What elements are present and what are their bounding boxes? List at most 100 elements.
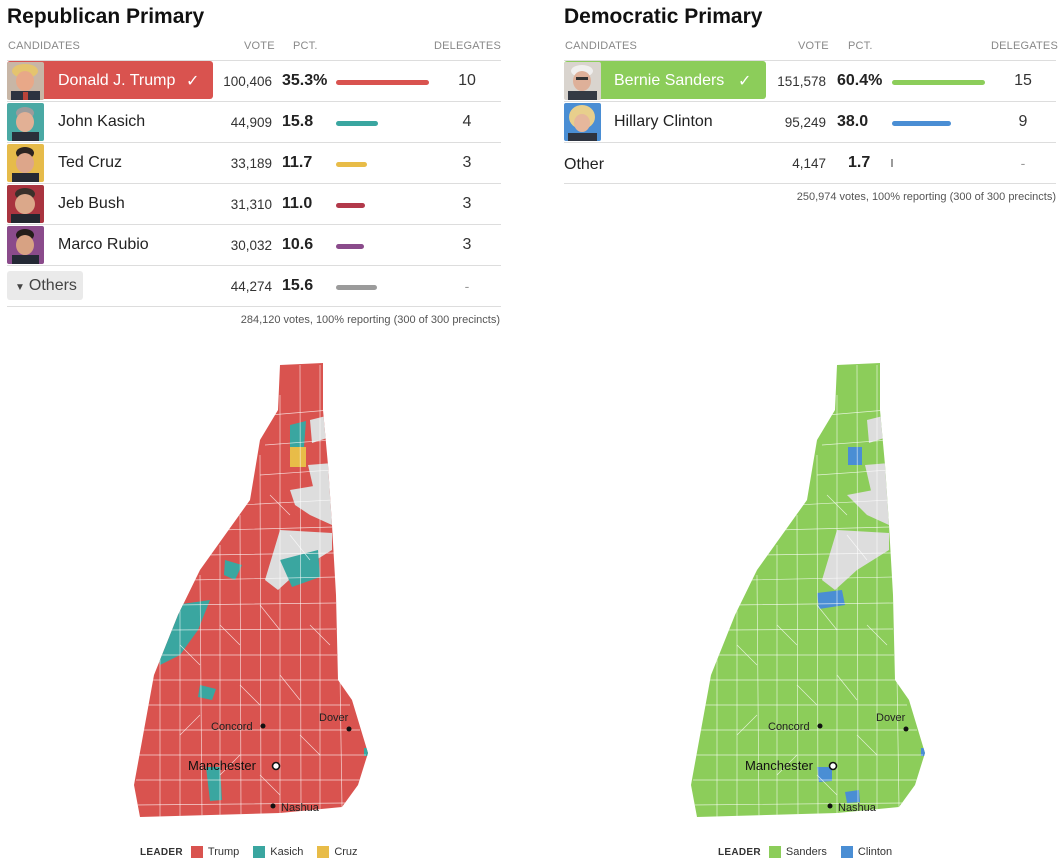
- delegates-header: DELEGATES: [434, 40, 502, 52]
- dover-dot: [903, 726, 909, 732]
- vote-pct: 11.7: [282, 154, 313, 171]
- republican-title: Republican Primary: [7, 5, 205, 28]
- vote-count: 33,189: [230, 156, 272, 171]
- nashua-dot: [827, 803, 833, 809]
- winner-check-icon: ✓: [738, 73, 752, 90]
- candidate-photo-clinton: [564, 103, 601, 141]
- divider: [7, 60, 501, 61]
- candidate-name: Jeb Bush: [58, 195, 125, 212]
- delegate-count: 10: [458, 72, 476, 89]
- republican-map-legend: LEADER Trump Kasich Cruz: [140, 846, 372, 858]
- dover-dot: [346, 726, 352, 732]
- other-row: Other 4,147 1.7 -: [564, 143, 1056, 184]
- delegate-count: -: [464, 278, 470, 294]
- candidate-row-kasich[interactable]: John Kasich 44,909 15.8 4: [7, 102, 501, 143]
- legend-swatch: [840, 846, 853, 858]
- candidate-photo-cruz: [7, 144, 44, 182]
- candidate-row-clinton[interactable]: Hillary Clinton 95,249 38.0 9: [564, 102, 1056, 143]
- nashua-dot: [270, 803, 276, 809]
- town-kasich: [156, 600, 210, 665]
- others-expand-button[interactable]: ▼ Others: [7, 271, 83, 300]
- state-outline-sanders-fill: [691, 363, 925, 817]
- candidate-name: Bernie Sanders: [614, 72, 725, 89]
- candidate-row-trump[interactable]: Donald J. Trump ✓ 100,406 35.3% 10: [7, 61, 501, 102]
- candidate-photo-sanders: [564, 62, 601, 100]
- republican-results-panel: Republican Primary CANDIDATES VOTE PCT. …: [7, 0, 501, 330]
- legend-swatch: [768, 846, 781, 858]
- pct-header: PCT.: [848, 40, 873, 52]
- candidate-name: Ted Cruz: [58, 154, 123, 171]
- candidate-row-rubio[interactable]: Marco Rubio 30,032 10.6 3: [7, 225, 501, 266]
- reporting-footer: 284,120 votes, 100% reporting (300 of 30…: [240, 314, 500, 326]
- candidate-row-bush[interactable]: Jeb Bush 31,310 11.0 3: [7, 184, 501, 225]
- town-clinton: [845, 790, 860, 803]
- city-markers: Concord Dover Manchester Nashua: [188, 712, 352, 814]
- vote-pct: 11.0: [282, 195, 313, 212]
- democratic-town-map: Concord Dover Manchester Nashua: [691, 363, 925, 817]
- town-kasich: [290, 421, 306, 447]
- pct-bar-trump: [336, 80, 429, 85]
- candidates-header: CANDIDATES: [565, 40, 638, 52]
- democratic-title: Democratic Primary: [564, 5, 763, 28]
- vote-pct: 1.7: [848, 154, 871, 171]
- vote-pct: 15.8: [282, 113, 314, 130]
- delegate-count: 3: [462, 154, 472, 171]
- vote-pct: 60.4%: [837, 72, 883, 89]
- legend-item-clinton: Clinton: [840, 846, 892, 858]
- town-boundaries: [691, 364, 923, 817]
- pct-bar-clinton: [892, 121, 951, 126]
- legend-label: Sanders: [785, 846, 827, 858]
- republican-town-map: Concord Dover Manchester Nashua: [134, 363, 368, 817]
- divider: [564, 101, 1056, 102]
- town-kasich: [364, 748, 368, 756]
- winner-check-icon: ✓: [186, 73, 200, 90]
- vote-count: 100,406: [223, 74, 272, 89]
- vote-count: 95,249: [784, 115, 826, 130]
- others-row: ▼ Others 44,274 15.6 -: [7, 266, 501, 307]
- vote-header: VOTE: [798, 40, 829, 52]
- candidate-name: John Kasich: [58, 113, 146, 130]
- pct-bar-cruz: [336, 162, 367, 167]
- town-clinton: [817, 590, 845, 609]
- legend-swatch: [190, 846, 203, 858]
- vote-pct: 38.0: [837, 113, 869, 130]
- town-regions: [134, 364, 368, 817]
- candidate-name: Hillary Clinton: [614, 113, 713, 130]
- pct-bar-sanders: [892, 80, 985, 85]
- candidate-photo-bush: [7, 185, 44, 223]
- delegate-count: 3: [462, 195, 472, 212]
- delegate-count: 4: [462, 113, 472, 130]
- democratic-results-panel: Democratic Primary CANDIDATES VOTE PCT. …: [564, 0, 1058, 210]
- dover-label: Dover: [319, 712, 349, 724]
- others-label: Others: [28, 277, 77, 294]
- vote-count: 151,578: [777, 74, 826, 89]
- vote-pct: 15.6: [282, 277, 314, 294]
- vote-count: 44,274: [230, 279, 272, 294]
- town-cruz: [290, 447, 306, 467]
- vote-header: VOTE: [244, 40, 275, 52]
- delegate-count: 15: [1014, 72, 1032, 89]
- concord-label: Concord: [211, 721, 253, 733]
- dover-label: Dover: [876, 712, 906, 724]
- candidate-row-cruz[interactable]: Ted Cruz 33,189 11.7 3: [7, 143, 501, 184]
- concord-dot: [260, 723, 266, 729]
- divider: [564, 142, 1056, 143]
- legend-item-cruz: Cruz: [317, 846, 358, 858]
- manchester-label: Manchester: [188, 758, 257, 773]
- triangle-down-icon: ▼: [15, 282, 25, 293]
- delegate-count: -: [1020, 155, 1026, 171]
- concord-dot: [817, 723, 823, 729]
- pct-bar-kasich: [336, 121, 378, 126]
- candidates-header: CANDIDATES: [8, 40, 81, 52]
- pct-bar-others: [336, 285, 377, 290]
- delegate-count: 9: [1018, 113, 1028, 130]
- town-kasich: [224, 560, 242, 580]
- divider: [7, 224, 501, 225]
- state-outline-trump-fill: [134, 363, 368, 817]
- divider: [564, 183, 1056, 184]
- candidate-row-sanders[interactable]: Bernie Sanders ✓ 151,578 60.4% 15: [564, 61, 1056, 102]
- democratic-map-legend: LEADER Sanders Clinton: [718, 846, 906, 858]
- legend-label: Trump: [207, 846, 240, 858]
- vote-pct: 35.3%: [282, 72, 328, 89]
- town-clinton: [817, 767, 832, 782]
